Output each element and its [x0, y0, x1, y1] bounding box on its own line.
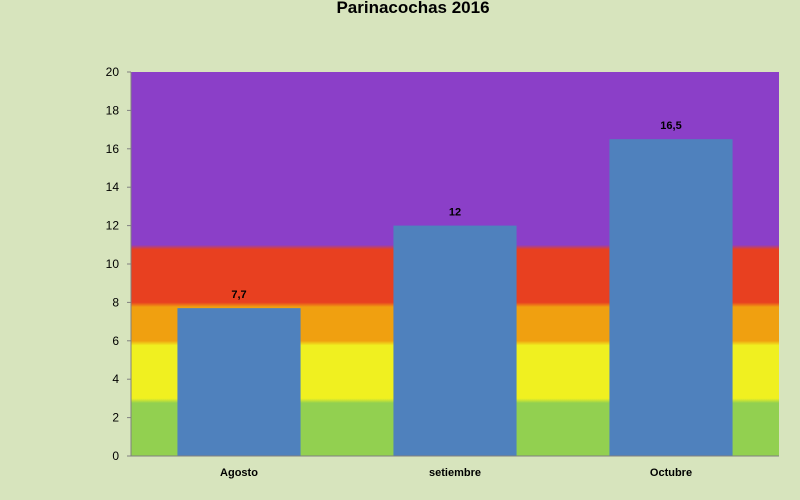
x-axis: Agosto setiembre Octubre: [131, 455, 779, 479]
y-tick-label: 10: [106, 257, 120, 271]
y-axis: 0 2 4 6 8 10 12 14 16 18 20: [106, 65, 132, 463]
y-tick-label: 16: [106, 142, 120, 156]
data-label-agosto: 7,7: [231, 289, 246, 301]
y-tick-label: 20: [106, 65, 120, 79]
y-tick-label: 14: [106, 180, 120, 194]
data-label-setiembre: 12: [449, 207, 461, 219]
y-tick-label: 18: [106, 103, 120, 117]
y-tick-label: 6: [112, 334, 119, 348]
y-tick-label: 8: [112, 295, 119, 309]
bar-agosto: [177, 308, 301, 456]
y-tick-label: 0: [112, 449, 119, 463]
data-label-octubre: 16,5: [660, 120, 681, 132]
y-tick-label: 2: [112, 411, 119, 425]
x-tick-label-octubre: Octubre: [650, 467, 692, 479]
y-tick-label: 4: [112, 372, 119, 386]
chart-title: Parinacochas 2016: [336, 0, 489, 17]
bar-setiembre: [393, 225, 517, 456]
x-tick-label-agosto: Agosto: [220, 467, 258, 479]
bars: 7,7 12 16,5: [177, 120, 733, 456]
x-tick-label-setiembre: setiembre: [429, 467, 481, 479]
bar-octubre: [609, 139, 733, 456]
y-tick-label: 12: [106, 219, 120, 233]
